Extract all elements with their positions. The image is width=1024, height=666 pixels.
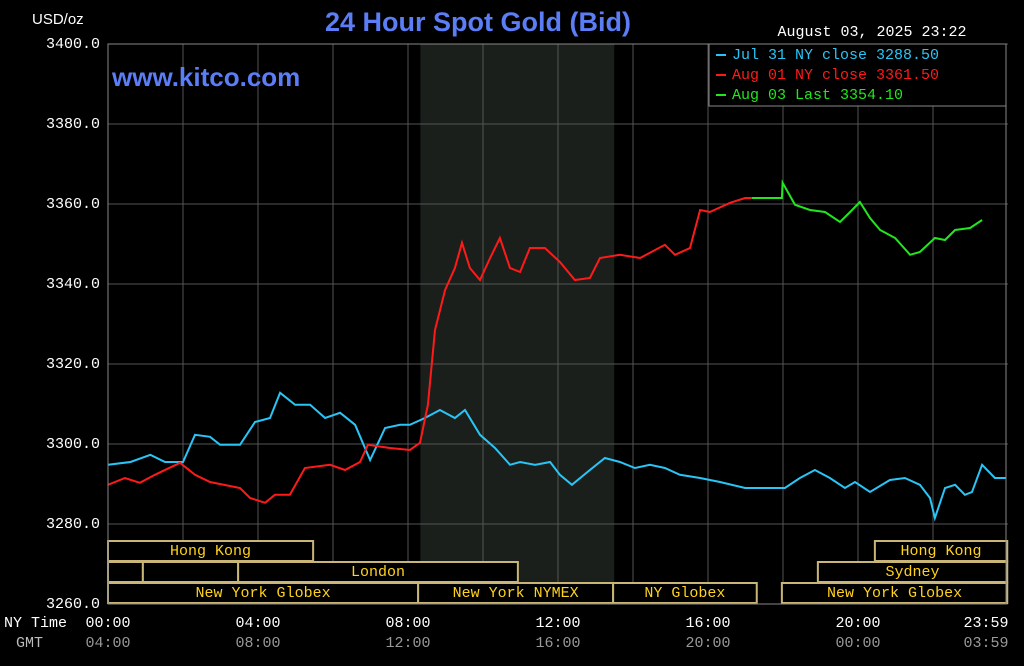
gmt-tick-label: 00:00 <box>835 635 880 652</box>
y-unit: USD/oz <box>32 11 84 28</box>
session-label: Sydney <box>886 564 940 581</box>
y-tick-label: 3380.0 <box>46 116 100 133</box>
price-line <box>107 391 1007 522</box>
y-tick-label: 3400.0 <box>46 36 100 53</box>
session-label: New York NYMEX <box>453 585 579 602</box>
session-label: NY Globex <box>644 585 725 602</box>
gmt-tick-label: 08:00 <box>235 635 280 652</box>
price-line <box>751 179 983 256</box>
x-tick-label: 04:00 <box>235 615 280 632</box>
legend-label: Aug 03 Last 3354.10 <box>732 87 903 104</box>
legend-label: Jul 31 NY close 3288.50 <box>732 47 939 64</box>
session-label: Hong Kong <box>170 543 251 560</box>
price-line <box>107 197 752 504</box>
session-bar <box>141 561 240 583</box>
legend-box <box>708 43 1007 107</box>
x-tick-label: 08:00 <box>385 615 430 632</box>
gmt-tick-label: 03:59 <box>963 635 1008 652</box>
y-tick-label: 3340.0 <box>46 276 100 293</box>
session-label: London <box>351 564 405 581</box>
x-tick-label: 12:00 <box>535 615 580 632</box>
gmt-tick-label: 04:00 <box>85 635 130 652</box>
x-row-label: GMT <box>16 635 43 652</box>
gmt-tick-label: 12:00 <box>385 635 430 652</box>
session-bar <box>612 582 758 604</box>
session-label: Hong Kong <box>901 543 982 560</box>
y-tick-label: 3280.0 <box>46 516 100 533</box>
x-tick-label: 23:59 <box>963 615 1008 632</box>
x-tick-label: 16:00 <box>685 615 730 632</box>
y-tick-label: 3260.0 <box>46 596 100 613</box>
chart-title: 24 Hour Spot Gold (Bid) <box>325 7 631 37</box>
legend-label: Aug 01 NY close 3361.50 <box>732 67 939 84</box>
y-tick-label: 3360.0 <box>46 196 100 213</box>
session-bar <box>107 561 144 583</box>
x-tick-label: 00:00 <box>85 615 130 632</box>
timestamp: August 03, 2025 23:22 <box>777 24 966 41</box>
gmt-tick-label: 16:00 <box>535 635 580 652</box>
y-tick-label: 3300.0 <box>46 436 100 453</box>
x-tick-label: 20:00 <box>835 615 880 632</box>
y-tick-label: 3320.0 <box>46 356 100 373</box>
x-row-label: NY Time <box>4 615 67 632</box>
session-label: New York Globex <box>827 585 962 602</box>
market-hours-shade <box>420 44 615 604</box>
gmt-tick-label: 20:00 <box>685 635 730 652</box>
plot-border <box>107 43 1007 605</box>
session-label: New York Globex <box>196 585 331 602</box>
session-bar <box>780 582 1009 604</box>
website: www.kitco.com <box>111 62 300 92</box>
